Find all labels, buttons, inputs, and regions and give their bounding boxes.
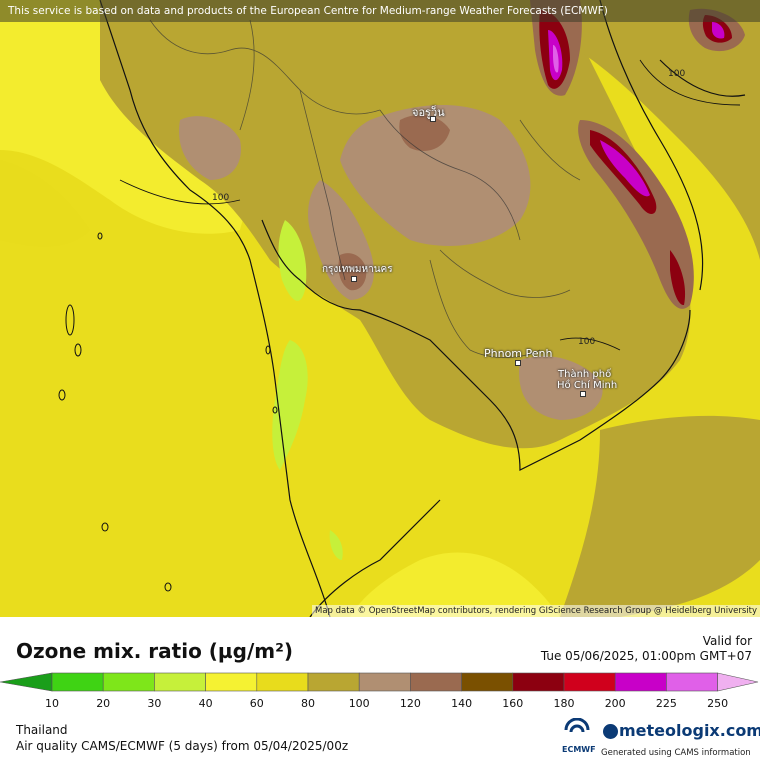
colorbar bbox=[0, 672, 759, 692]
meteologix-brand[interactable]: meteologix.com bbox=[619, 721, 760, 740]
colorbar-arrow-low bbox=[0, 672, 53, 692]
colorbar-segment bbox=[563, 672, 616, 692]
colorbar-segment bbox=[154, 672, 206, 692]
city-label-ho-chi-minh-line1[interactable]: Thành phố bbox=[558, 369, 612, 380]
ecmwf-attribution: This service is based on data and produc… bbox=[0, 0, 760, 22]
colorbar-tick-label: 120 bbox=[399, 697, 421, 710]
ozone-field-map bbox=[0, 0, 760, 617]
colorbar-tick-label: 60 bbox=[249, 697, 264, 710]
colorbar-tick-label: 225 bbox=[655, 697, 677, 710]
city-marker[interactable] bbox=[430, 116, 436, 122]
colorbar-segment bbox=[358, 672, 411, 692]
contour-label: 100 bbox=[578, 337, 596, 347]
colorbar-tick-label: 250 bbox=[707, 697, 729, 710]
colorbar-segment bbox=[666, 672, 718, 692]
city-marker-ho-chi-minh[interactable] bbox=[580, 391, 586, 397]
ecmwf-logo-icon[interactable] bbox=[562, 718, 592, 748]
colorbar-segment bbox=[205, 672, 258, 692]
colorbar-tick-label: 20 bbox=[96, 697, 111, 710]
colorbar-tick-label: 180 bbox=[553, 697, 575, 710]
city-label-bangkok[interactable]: กรุงเทพมหานคร bbox=[322, 264, 393, 275]
meteologix-globe-icon bbox=[603, 724, 618, 739]
city-marker-phnom-penh[interactable] bbox=[515, 360, 521, 366]
colorbar-tick-label: 40 bbox=[198, 697, 213, 710]
legend-panel: Ozone mix. ratio (µg/m²) Valid for Tue 0… bbox=[0, 617, 760, 760]
city-marker-bangkok[interactable] bbox=[351, 276, 357, 282]
colorbar-tick-label: 140 bbox=[451, 697, 473, 710]
cams-credit: Generated using CAMS information bbox=[601, 748, 751, 758]
valid-time: Tue 05/06/2025, 01:00pm GMT+07 bbox=[540, 649, 752, 663]
colorbar-segment bbox=[307, 672, 360, 692]
colorbar-tick-label: 100 bbox=[348, 697, 370, 710]
colorbar-arrow-high bbox=[717, 672, 759, 692]
model-info: Air quality CAMS/ECMWF (5 days) from 05/… bbox=[16, 739, 349, 753]
city-label[interactable]: จอรูว็น bbox=[412, 106, 445, 119]
colorbar-segment bbox=[461, 672, 514, 692]
colorbar-segment bbox=[614, 672, 667, 692]
map-data-attribution: Map data © OpenStreetMap contributors, r… bbox=[312, 605, 760, 617]
ecmwf-label: ECMWF bbox=[562, 745, 596, 754]
colorbar-segment bbox=[256, 672, 309, 692]
valid-label: Valid for bbox=[702, 634, 752, 648]
legend-title: Ozone mix. ratio (µg/m²) bbox=[16, 639, 294, 663]
colorbar-tick-label: 10 bbox=[45, 697, 59, 710]
city-label-ho-chi-minh-line2[interactable]: Hồ Chí Minh bbox=[557, 380, 618, 391]
region-label: Thailand bbox=[16, 723, 68, 737]
contour-label: 100 bbox=[212, 193, 230, 203]
city-label-phnom-penh[interactable]: Phnom Penh bbox=[484, 347, 553, 360]
colorbar-tick-label: 30 bbox=[147, 697, 162, 710]
colorbar-tick-label: 160 bbox=[502, 697, 524, 710]
colorbar-segment bbox=[410, 672, 462, 692]
colorbar-tick-label: 200 bbox=[604, 697, 626, 710]
colorbar-tick-label: 80 bbox=[301, 697, 315, 710]
colorbar-segment bbox=[51, 672, 104, 692]
forecast-map[interactable]: This service is based on data and produc… bbox=[0, 0, 760, 617]
contour-label: 100 bbox=[668, 69, 686, 79]
colorbar-segment bbox=[102, 672, 155, 692]
colorbar-segment bbox=[512, 672, 565, 692]
